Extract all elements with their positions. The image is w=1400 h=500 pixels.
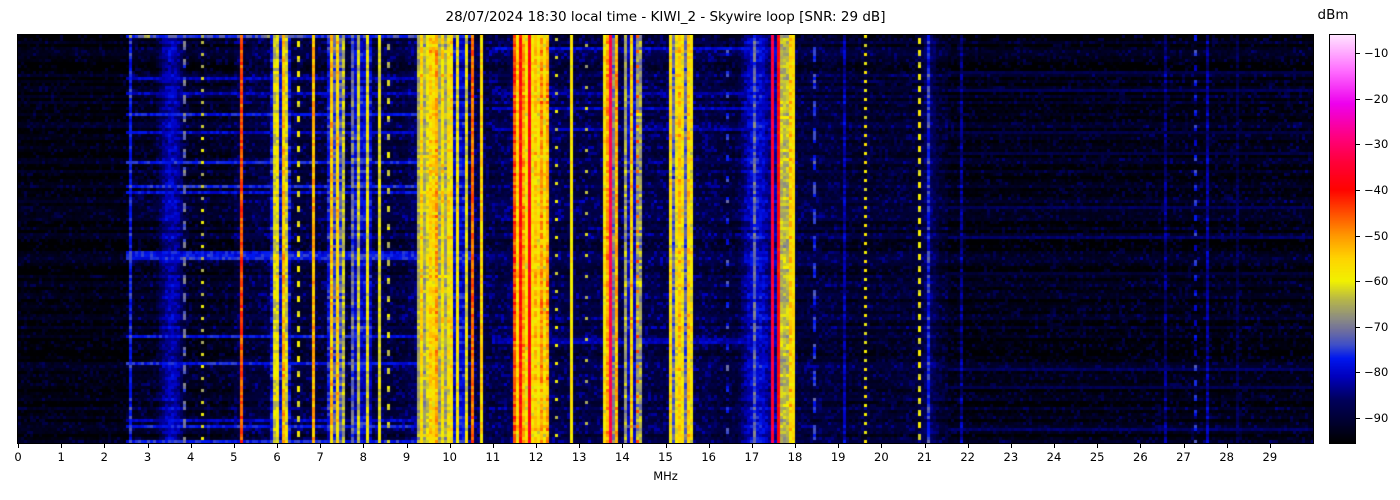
x-tick-mark	[104, 444, 106, 448]
colorbar-tick-label: −50	[1364, 228, 1389, 243]
x-tick-label: 10	[442, 450, 457, 464]
x-tick-mark	[1010, 444, 1012, 448]
x-tick-label: 16	[701, 450, 716, 464]
colorbar-tick-mark	[1356, 281, 1360, 283]
x-tick-mark	[147, 444, 149, 448]
colorbar-tick-mark	[1356, 417, 1360, 419]
colorbar-tick-label: −20	[1364, 91, 1389, 106]
x-tick-label: 13	[571, 450, 587, 464]
x-tick-label: 27	[1176, 450, 1191, 464]
colorbar-tick-mark	[1356, 235, 1360, 237]
x-tick-mark	[277, 444, 278, 448]
colorbar-tick-mark	[1356, 372, 1360, 374]
x-tick-label: 15	[658, 450, 673, 464]
x-tick-label: 24	[1046, 450, 1062, 464]
x-tick-label: 11	[485, 450, 501, 464]
x-tick-label: 5	[230, 450, 238, 464]
x-tick-mark	[967, 444, 969, 448]
x-tick-mark	[708, 444, 710, 448]
x-tick-label: 3	[143, 450, 152, 464]
x-tick-mark	[622, 444, 624, 448]
x-tick-label: 8	[359, 450, 367, 464]
colorbar-tick-label: −40	[1364, 182, 1389, 197]
colorbar-tick-label: −60	[1364, 274, 1389, 289]
x-tick-label: 21	[917, 450, 932, 464]
colorbar-tick-label: −30	[1364, 137, 1389, 152]
x-tick-label: 29	[1262, 450, 1278, 464]
x-tick-mark	[190, 444, 192, 448]
x-tick-label: 0	[14, 450, 22, 464]
x-tick-mark	[881, 444, 883, 448]
x-tick-label: 9	[402, 450, 411, 464]
x-tick-mark	[1269, 444, 1271, 448]
x-tick-mark	[924, 444, 926, 448]
x-tick-label: 2	[100, 450, 108, 464]
x-tick-mark	[492, 444, 494, 448]
x-tick-label: 18	[787, 450, 803, 464]
x-tick-mark	[1226, 444, 1228, 448]
colorbar-tick-mark	[1356, 189, 1360, 191]
x-tick-label: 28	[1219, 450, 1234, 464]
x-tick-mark	[1054, 444, 1055, 448]
x-tick-label: 4	[186, 450, 195, 464]
x-tick-mark	[536, 444, 537, 448]
colorbar-tick-label: −90	[1364, 410, 1389, 425]
colorbar-tick-label: −10	[1364, 46, 1389, 61]
colorbar-tick-label: −70	[1364, 319, 1389, 334]
x-tick-mark	[363, 444, 365, 448]
colorbar-gradient	[1329, 34, 1356, 444]
waterfall-heatmap	[17, 34, 1314, 444]
x-tick-mark	[449, 444, 451, 448]
x-tick-label: 1	[57, 450, 65, 464]
x-tick-mark	[795, 444, 796, 448]
x-tick-mark	[320, 444, 322, 448]
colorbar-title: dBm	[1317, 7, 1349, 23]
x-tick-mark	[751, 444, 753, 448]
x-tick-label: 14	[615, 450, 630, 464]
x-tick-mark	[406, 444, 408, 448]
x-tick-mark	[665, 444, 667, 448]
x-tick-label: 26	[1133, 450, 1148, 464]
x-tick-mark	[579, 444, 581, 448]
x-tick-mark	[233, 444, 235, 448]
colorbar-tick-mark	[1356, 53, 1360, 55]
x-axis-label: MHz	[653, 469, 678, 483]
x-tick-mark	[61, 444, 63, 448]
x-tick-label: 20	[874, 450, 889, 464]
x-tick-label: 7	[316, 450, 324, 464]
colorbar-tick-mark	[1356, 144, 1360, 146]
colorbar-tick-mark	[1356, 98, 1360, 100]
x-tick-label: 22	[960, 450, 975, 464]
x-tick-mark	[1183, 444, 1185, 448]
x-tick-label: 19	[830, 450, 846, 464]
x-tick-label: 6	[273, 450, 281, 464]
x-tick-mark	[18, 444, 19, 448]
x-tick-label: 23	[1003, 450, 1019, 464]
chart-title: 28/07/2024 18:30 local time - KIWI_2 - S…	[445, 9, 886, 25]
colorbar-tick-mark	[1356, 326, 1360, 328]
x-tick-label: 17	[744, 450, 760, 464]
x-tick-label: 25	[1089, 450, 1105, 464]
x-tick-mark	[1097, 444, 1099, 448]
x-tick-mark	[838, 444, 840, 448]
x-tick-label: 12	[528, 450, 544, 464]
colorbar-tick-label: −80	[1364, 365, 1389, 380]
x-tick-mark	[1140, 444, 1142, 448]
